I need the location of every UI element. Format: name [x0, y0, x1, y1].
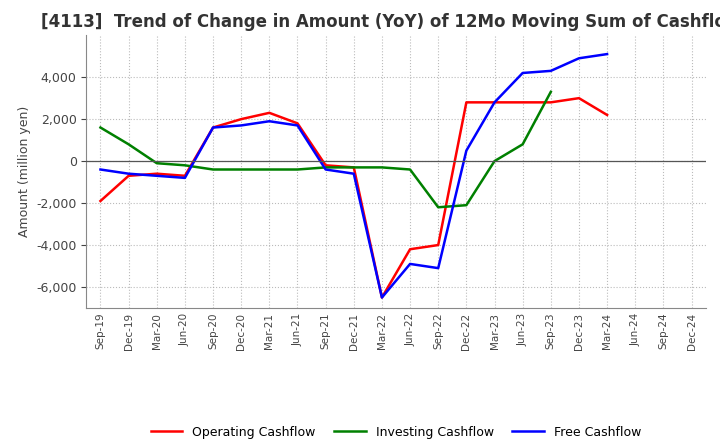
Free Cashflow	[181, 175, 189, 180]
Investing Cashflow	[209, 167, 217, 172]
Investing Cashflow	[434, 205, 443, 210]
Investing Cashflow	[406, 167, 415, 172]
Free Cashflow	[406, 261, 415, 267]
Free Cashflow	[153, 173, 161, 179]
Free Cashflow	[209, 125, 217, 130]
Operating Cashflow	[518, 100, 527, 105]
Free Cashflow	[546, 68, 555, 73]
Free Cashflow	[434, 265, 443, 271]
Free Cashflow	[490, 100, 499, 105]
Free Cashflow	[462, 148, 471, 153]
Operating Cashflow	[321, 163, 330, 168]
Investing Cashflow	[349, 165, 358, 170]
Investing Cashflow	[546, 89, 555, 95]
Y-axis label: Amount (million yen): Amount (million yen)	[18, 106, 31, 237]
Operating Cashflow	[96, 198, 105, 204]
Investing Cashflow	[265, 167, 274, 172]
Line: Investing Cashflow: Investing Cashflow	[101, 92, 551, 207]
Investing Cashflow	[181, 163, 189, 168]
Operating Cashflow	[434, 242, 443, 248]
Line: Operating Cashflow: Operating Cashflow	[101, 98, 607, 297]
Operating Cashflow	[603, 112, 611, 117]
Operating Cashflow	[153, 171, 161, 176]
Investing Cashflow	[153, 161, 161, 166]
Investing Cashflow	[518, 142, 527, 147]
Investing Cashflow	[293, 167, 302, 172]
Operating Cashflow	[575, 95, 583, 101]
Free Cashflow	[349, 171, 358, 176]
Operating Cashflow	[349, 165, 358, 170]
Operating Cashflow	[462, 100, 471, 105]
Legend: Operating Cashflow, Investing Cashflow, Free Cashflow: Operating Cashflow, Investing Cashflow, …	[146, 421, 646, 440]
Free Cashflow	[321, 167, 330, 172]
Free Cashflow	[377, 295, 386, 300]
Investing Cashflow	[490, 158, 499, 164]
Free Cashflow	[265, 119, 274, 124]
Investing Cashflow	[462, 202, 471, 208]
Investing Cashflow	[237, 167, 246, 172]
Free Cashflow	[125, 171, 133, 176]
Operating Cashflow	[209, 125, 217, 130]
Free Cashflow	[603, 51, 611, 57]
Free Cashflow	[96, 167, 105, 172]
Free Cashflow	[237, 123, 246, 128]
Operating Cashflow	[293, 121, 302, 126]
Operating Cashflow	[490, 100, 499, 105]
Investing Cashflow	[321, 165, 330, 170]
Operating Cashflow	[237, 117, 246, 122]
Free Cashflow	[293, 123, 302, 128]
Operating Cashflow	[265, 110, 274, 115]
Line: Free Cashflow: Free Cashflow	[101, 54, 607, 297]
Operating Cashflow	[125, 173, 133, 179]
Free Cashflow	[518, 70, 527, 76]
Free Cashflow	[575, 55, 583, 61]
Operating Cashflow	[377, 295, 386, 300]
Investing Cashflow	[96, 125, 105, 130]
Operating Cashflow	[546, 100, 555, 105]
Operating Cashflow	[406, 246, 415, 252]
Title: [4113]  Trend of Change in Amount (YoY) of 12Mo Moving Sum of Cashflows: [4113] Trend of Change in Amount (YoY) o…	[41, 13, 720, 31]
Investing Cashflow	[377, 165, 386, 170]
Investing Cashflow	[125, 142, 133, 147]
Operating Cashflow	[181, 173, 189, 179]
